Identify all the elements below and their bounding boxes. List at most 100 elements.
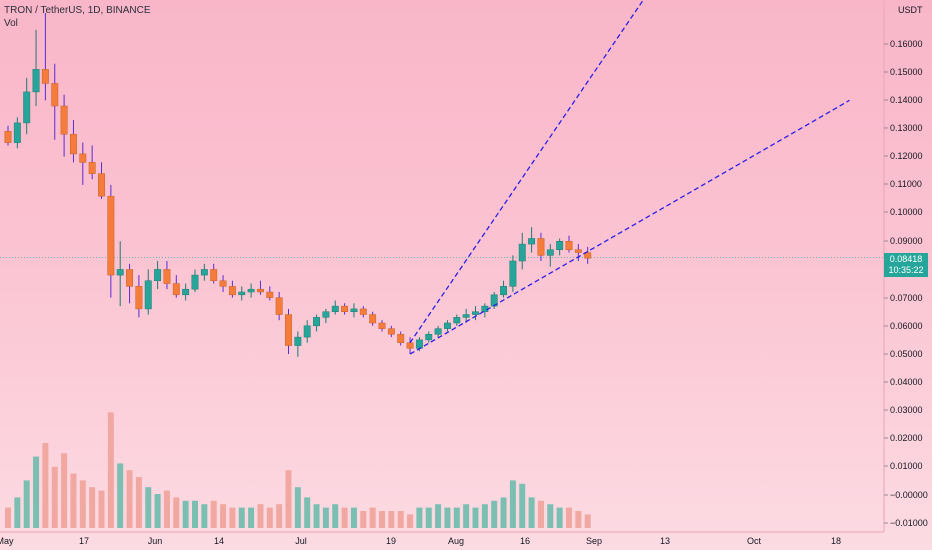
volume-bar [33,456,40,528]
candle-body [98,173,105,197]
volume-bar [313,504,320,528]
y-tick-label: 0.13000 [890,123,923,133]
y-tick-label: 0.11000 [890,179,922,189]
volume-bar [23,480,30,528]
candle-body [116,269,124,276]
candle-body [163,269,171,284]
y-tick-label: 0.14000 [890,95,923,105]
volume-bar [397,511,404,528]
volume-bar [61,453,68,528]
y-tick-label: 0.05000 [890,349,923,359]
candle-body [191,274,199,290]
candle-body [51,83,59,107]
candle-body [154,269,162,281]
candle-body [126,269,133,287]
volume-bar [435,504,442,528]
volume-bar [519,483,526,528]
candle-body [200,269,208,276]
y-tick-label: −0.00000 [890,490,928,500]
x-tick-label: Oct [747,536,762,546]
volume-bar [472,507,479,528]
volume-bar [5,507,11,528]
candle-body [238,291,246,296]
candle-body [285,314,292,346]
x-tick-label: 14 [214,536,224,546]
candle-body [350,308,358,312]
volume-bar [89,487,96,528]
candle-body [331,305,339,312]
candle-body [13,122,21,143]
candle-body [341,305,349,312]
last-price-value: 0.08418 [889,254,923,264]
candle-body [453,317,461,324]
candle-body [4,131,12,143]
volume-bar [126,470,133,528]
volume-bar [509,480,516,528]
volume-bar [528,497,535,528]
candle-body [369,314,377,324]
volume-bar [173,497,180,528]
candle-body [425,334,433,341]
volume-bar [379,511,385,528]
candle-body [70,133,77,155]
volume-bar [566,507,572,528]
trendline-lower-channel [409,99,850,355]
volume-bar [453,507,460,528]
candle-body [556,241,564,250]
volume-bar [556,507,563,528]
volume-bar [294,487,301,528]
volume-bar [425,507,432,528]
candle-body [565,241,573,250]
candle-body [537,238,545,256]
candle-body [266,291,274,298]
volume-bar [14,497,21,528]
y-tick-label: 0.07000 [890,293,923,303]
candle-body [135,286,143,310]
volume-bar [407,514,414,528]
candle-body [23,91,31,124]
candle-body [500,286,508,296]
candle-body [60,105,68,135]
candle-body [88,162,96,174]
x-tick-label: May [0,536,14,546]
candle-body [415,339,423,349]
volume-bar [276,504,283,528]
x-tick-label: 19 [386,536,396,546]
candle-body [182,288,190,296]
candle-body [257,288,264,293]
candle-body [359,308,367,315]
symbol-title: TRON / TetherUS, 1D, BINANCE [4,5,151,16]
y-tick-label: 0.16000 [890,39,923,49]
volume-bar [182,500,189,528]
candle-body [574,249,582,253]
x-tick-label: 16 [520,536,530,546]
volume-bar [145,487,152,528]
volume-bar [229,507,236,528]
volume-bar [547,504,554,528]
x-tick-label: Jul [295,536,307,546]
y-tick-label: 0.10000 [890,207,923,217]
volume-bar [210,500,217,528]
x-tick-label: Jun [148,536,163,546]
candle-body [219,280,227,287]
x-tick-label: Sep [586,536,602,546]
volume-bar [350,507,357,528]
y-tick-label: 0.12000 [890,151,923,161]
volume-label: Vol [4,18,18,29]
candle-body [378,322,386,329]
candle-body [462,314,470,318]
bar-countdown: 10:35:22 [888,265,924,275]
candle-body [210,269,218,281]
last-price-tag: 0.08418 10:35:22 [884,253,928,277]
candle-body [144,280,152,310]
volume-bar [444,507,451,528]
trendline-upper-channel [409,0,644,344]
volume-bar [500,497,507,528]
volume-bar [388,511,395,528]
volume-bar [192,500,198,528]
volume-bar [481,504,488,528]
volume-bar [584,514,591,528]
candle-body [406,342,414,349]
